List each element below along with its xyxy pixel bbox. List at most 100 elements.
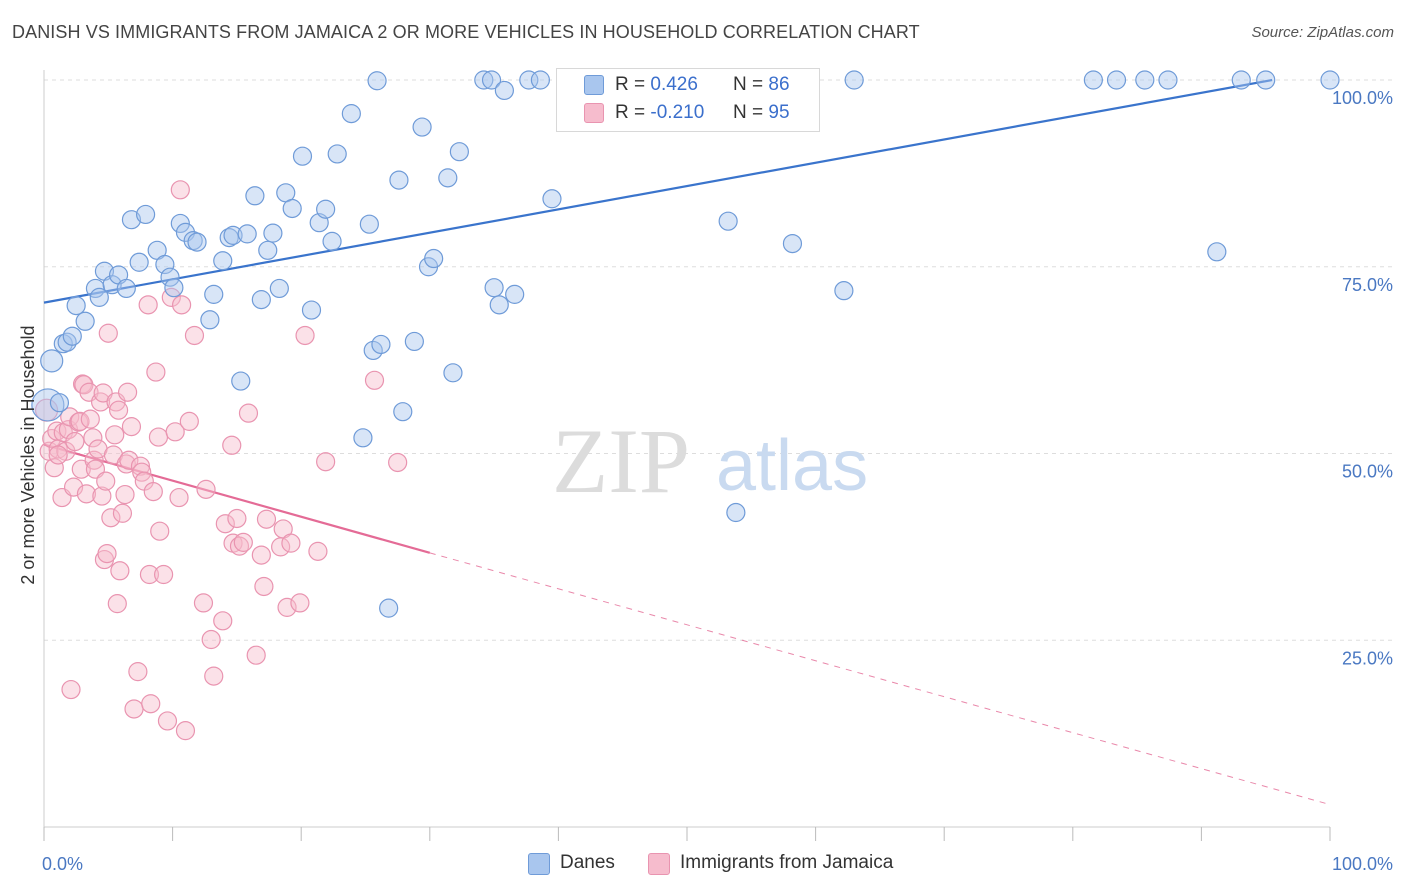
danes-point xyxy=(66,295,86,316)
danes-point xyxy=(404,331,424,352)
jamaica-point xyxy=(196,479,216,499)
jamaica-point xyxy=(141,694,161,714)
jamaica-point xyxy=(48,445,68,465)
jamaica-n-value: 95 xyxy=(768,102,790,123)
danes-point xyxy=(494,80,514,101)
danes-point xyxy=(231,371,251,391)
jamaica-point xyxy=(175,721,196,741)
danes-point xyxy=(443,363,463,383)
jamaica-point xyxy=(227,508,247,529)
danes-point xyxy=(1207,242,1227,262)
jamaica-point xyxy=(172,295,192,315)
danes-trend-line xyxy=(43,78,1273,304)
jamaica-point xyxy=(44,458,64,478)
jamaica-point xyxy=(92,486,112,506)
danes-point xyxy=(102,275,122,295)
jamaica-point xyxy=(251,545,271,565)
jamaica-point xyxy=(256,509,277,529)
danes-point xyxy=(135,204,156,225)
jamaica-point xyxy=(112,503,133,523)
jamaica-point xyxy=(69,412,89,432)
axes xyxy=(43,70,1331,841)
jamaica-point xyxy=(61,679,81,700)
jamaica-swatch xyxy=(584,103,604,123)
jamaica-point xyxy=(157,711,178,731)
jamaica-point xyxy=(98,323,118,343)
danes-point xyxy=(263,223,283,243)
danes-point xyxy=(1256,70,1276,90)
danes-point xyxy=(363,340,383,361)
jamaica-point xyxy=(138,295,158,315)
jamaica-point xyxy=(150,521,170,541)
danes-point xyxy=(844,70,864,90)
danes-legend-label: Danes xyxy=(560,852,615,873)
danes-point xyxy=(282,198,302,219)
danes-point xyxy=(505,284,525,304)
danes-point xyxy=(237,224,257,244)
jamaica-point xyxy=(148,427,169,447)
danes-point xyxy=(40,349,64,373)
jamaica-point xyxy=(254,576,274,597)
danes-point xyxy=(258,240,278,260)
danes-point xyxy=(129,252,149,272)
jamaica-point xyxy=(169,487,189,508)
jamaica-legend-swatch xyxy=(648,853,670,875)
danes-point xyxy=(1106,70,1127,90)
danes-point xyxy=(164,278,184,298)
danes-point xyxy=(438,168,458,188)
jamaica-point xyxy=(277,597,297,617)
jamaica-point xyxy=(290,593,310,613)
x-tick-label: 0.0% xyxy=(42,854,83,874)
danes-r-text: R = 0.426 xyxy=(615,74,698,96)
jamaica-point xyxy=(184,325,205,346)
danes-point xyxy=(292,146,313,166)
jamaica-point xyxy=(222,435,242,455)
grid-lines xyxy=(44,79,1392,641)
danes-point xyxy=(484,278,504,298)
jamaica-point xyxy=(117,382,138,402)
danes-point xyxy=(57,332,77,352)
jamaica-legend-label: Immigrants from Jamaica xyxy=(680,852,894,873)
danes-point xyxy=(481,70,502,90)
jamaica-point xyxy=(295,325,315,346)
chart-title: DANISH VS IMMIGRANTS FROM JAMAICA 2 OR M… xyxy=(12,22,920,42)
danes-point xyxy=(489,295,509,315)
jamaica-point xyxy=(105,425,125,445)
watermark-zip: ZIP xyxy=(552,410,690,512)
jamaica-point xyxy=(60,407,80,427)
jamaica-point xyxy=(108,400,129,420)
danes-point xyxy=(187,232,207,252)
y-tick-label: 75.0% xyxy=(1342,275,1393,295)
jamaica-point xyxy=(107,594,127,614)
jamaica-point xyxy=(201,629,221,650)
jamaica-point xyxy=(110,561,130,581)
danes-point xyxy=(89,287,109,307)
jamaica-r-value: -0.210 xyxy=(650,102,705,123)
jamaica-n-text: N = 95 xyxy=(733,102,790,124)
danes-point xyxy=(1135,70,1155,90)
danes-n-label: N = xyxy=(733,74,764,95)
jamaica-point xyxy=(139,564,160,585)
jamaica-point xyxy=(128,662,148,682)
danes-swatch xyxy=(584,75,604,95)
jamaica-point xyxy=(179,411,199,431)
y-tick-label: 50.0% xyxy=(1342,462,1393,482)
danes-point xyxy=(204,284,224,304)
y-axis-label: 2 or more Vehicles in Household xyxy=(18,325,38,584)
danes-point xyxy=(170,213,190,234)
source-label: Source: ZipAtlas.com xyxy=(1251,24,1394,41)
watermark: ZIP atlas xyxy=(552,410,868,512)
danes-point xyxy=(121,210,142,230)
jamaica-point xyxy=(364,370,385,390)
danes-point xyxy=(62,326,82,346)
watermark-atlas: atlas xyxy=(716,426,868,506)
danes-point xyxy=(1320,70,1340,90)
danes-point xyxy=(1158,70,1178,90)
jamaica-point xyxy=(233,532,253,552)
danes-point xyxy=(359,214,379,234)
jamaica-point xyxy=(101,508,121,528)
jamaica-point xyxy=(281,533,301,553)
jamaica-point xyxy=(153,564,174,585)
danes-point xyxy=(31,388,65,422)
